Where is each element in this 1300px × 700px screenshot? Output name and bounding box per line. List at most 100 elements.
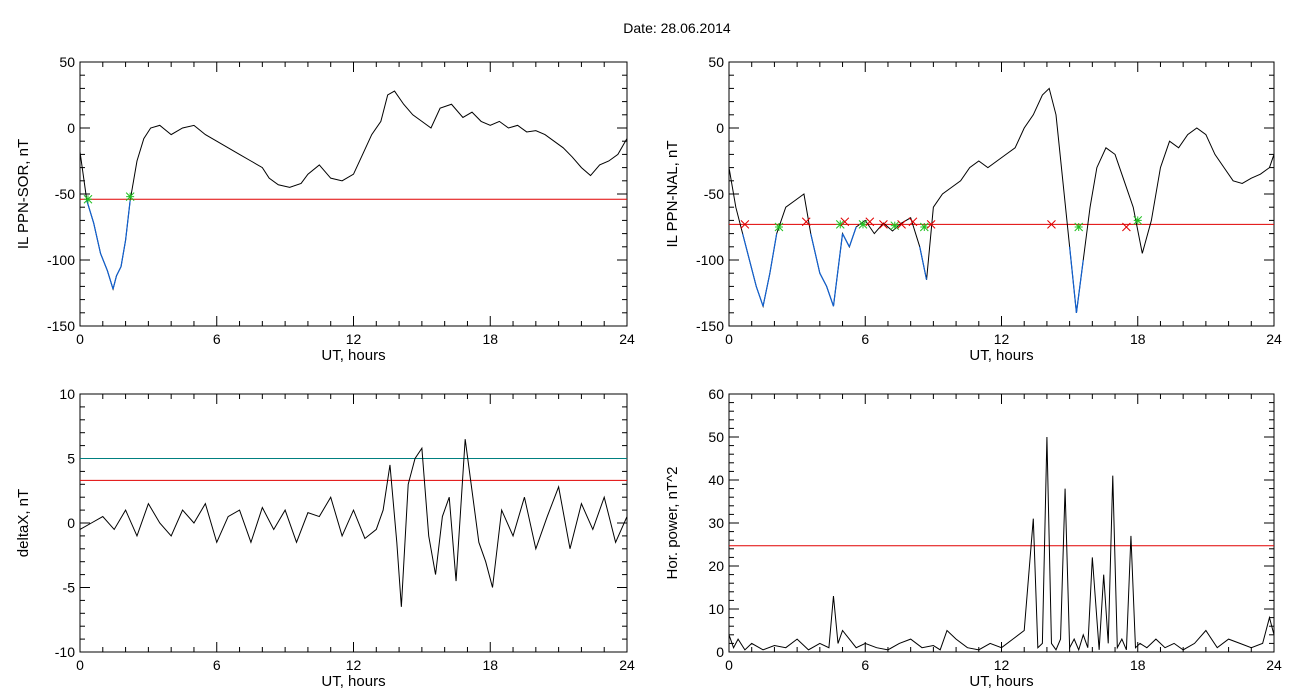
star-marker — [858, 220, 868, 229]
x-tick-label: 18 — [1130, 331, 1146, 347]
y-tick-label: -10 — [55, 644, 75, 660]
series-below-threshold — [86, 200, 95, 224]
y-axis-title: IL PPN-NAL, nT — [664, 141, 681, 248]
star-marker — [125, 192, 135, 201]
y-tick-label: -100 — [696, 252, 724, 268]
y-tick-label: -50 — [55, 186, 75, 202]
y-tick-label: -100 — [47, 252, 75, 268]
cross-marker — [908, 217, 918, 227]
x-tick-label: 12 — [994, 657, 1010, 673]
plot-frame — [79, 61, 628, 327]
x-axis-title: UT, hours — [969, 347, 1033, 364]
plot-frame — [728, 393, 1275, 653]
y-tick-label: 50 — [59, 54, 75, 70]
panel-horizontal-power: 0 6 12 18 24 0 10 20 30 40 50 60 UT, hours Hor. power… — [664, 386, 1282, 690]
x-tick-label: 0 — [76, 331, 84, 347]
x-tick-label: 6 — [213, 331, 221, 347]
x-axis-title: UT, hours — [969, 673, 1033, 690]
star-marker — [1133, 216, 1143, 225]
series-below-threshold — [919, 246, 928, 280]
series-line — [79, 439, 628, 607]
series-below-threshold — [819, 272, 828, 287]
x-tick-label: 12 — [994, 331, 1010, 347]
x-tick-label: 12 — [346, 331, 362, 347]
x-tick-label: 18 — [1130, 657, 1146, 673]
cross-marker — [740, 220, 750, 229]
page-title: Date: 28.06.2014 — [623, 20, 731, 36]
y-tick-label: 0 — [716, 120, 724, 136]
panel-delta-x: 0 6 12 18 24 -10 -5 0 5 10 UT, hours deltaX, nT — [15, 386, 635, 690]
x-tick-label: 0 — [725, 331, 733, 347]
series-below-threshold — [769, 233, 778, 274]
y-tick-label: 10 — [59, 386, 75, 402]
series-below-threshold — [120, 240, 127, 267]
series-below-threshold — [1069, 246, 1078, 313]
series-below-threshold — [93, 222, 102, 254]
star-marker — [774, 222, 784, 232]
series-below-threshold — [124, 200, 131, 241]
series-below-threshold — [842, 233, 850, 248]
series-below-threshold — [748, 259, 757, 287]
star-marker — [83, 194, 93, 204]
x-tick-label: 0 — [725, 657, 733, 673]
series-below-threshold — [832, 233, 844, 307]
cross-marker — [865, 217, 875, 227]
series-line — [728, 436, 1275, 652]
y-tick-label: 0 — [67, 120, 75, 136]
series-below-threshold — [106, 270, 114, 290]
y-tick-label: 10 — [708, 601, 724, 617]
panel-il-ppn-nal: 0 6 12 18 24 -150 -100 -50 0 50 UT, hours IL PPN-NA… — [664, 54, 1282, 364]
x-tick-label: 12 — [346, 657, 362, 673]
y-tick-label: -50 — [704, 186, 724, 202]
y-tick-label: 20 — [708, 558, 724, 574]
x-tick-label: 6 — [861, 657, 869, 673]
x-tick-label: 24 — [1266, 331, 1282, 347]
y-tick-label: 60 — [708, 386, 724, 402]
star-marker — [1074, 222, 1084, 232]
series-below-threshold — [848, 226, 857, 247]
x-axis-title: UT, hours — [321, 347, 385, 364]
y-tick-label: 0 — [716, 644, 724, 660]
series-below-threshold — [755, 286, 764, 307]
series-below-threshold — [1075, 259, 1084, 313]
x-tick-label: 18 — [482, 331, 498, 347]
x-tick-label: 24 — [1266, 657, 1282, 673]
star-marker — [890, 221, 900, 231]
x-tick-label: 18 — [482, 657, 498, 673]
y-tick-label: -5 — [63, 580, 76, 596]
y-tick-label: 0 — [67, 515, 75, 531]
y-tick-label: -150 — [696, 318, 724, 334]
y-axis-title: Hor. power, nT^2 — [664, 467, 681, 580]
y-tick-label: 5 — [67, 451, 75, 467]
series-below-threshold — [115, 266, 122, 277]
cross-marker — [1047, 220, 1056, 229]
y-axis-title: deltaX, nT — [15, 489, 32, 557]
y-tick-label: 30 — [708, 515, 724, 531]
cross-marker — [879, 220, 888, 229]
series-below-threshold — [99, 253, 108, 271]
cross-marker — [897, 220, 906, 229]
x-tick-label: 0 — [76, 657, 84, 673]
series-below-threshold — [112, 275, 118, 290]
cross-marker — [801, 217, 811, 227]
x-tick-label: 24 — [619, 657, 635, 673]
cross-marker — [926, 220, 936, 229]
y-axis-title: IL PPN-SOR, nT — [15, 139, 32, 249]
x-tick-label: 6 — [861, 331, 869, 347]
y-tick-label: 50 — [708, 54, 724, 70]
x-tick-label: 24 — [619, 331, 635, 347]
star-marker — [919, 222, 929, 232]
x-axis-title: UT, hours — [321, 673, 385, 690]
x-tick-label: 6 — [213, 657, 221, 673]
cross-marker — [1122, 222, 1131, 232]
panel-il-ppn-sor: 0 6 12 18 24 -150 -100 -50 0 50 UT, hours IL PPN-SO… — [15, 54, 635, 364]
series-below-threshold — [810, 233, 821, 274]
series-below-threshold — [762, 273, 771, 307]
y-tick-label: 40 — [708, 472, 724, 488]
series-below-threshold — [742, 233, 751, 261]
cross-marker — [840, 217, 850, 227]
series-line — [79, 90, 628, 291]
series-below-threshold — [826, 286, 835, 307]
plot-frame — [728, 61, 1275, 327]
series-line — [728, 87, 1275, 313]
